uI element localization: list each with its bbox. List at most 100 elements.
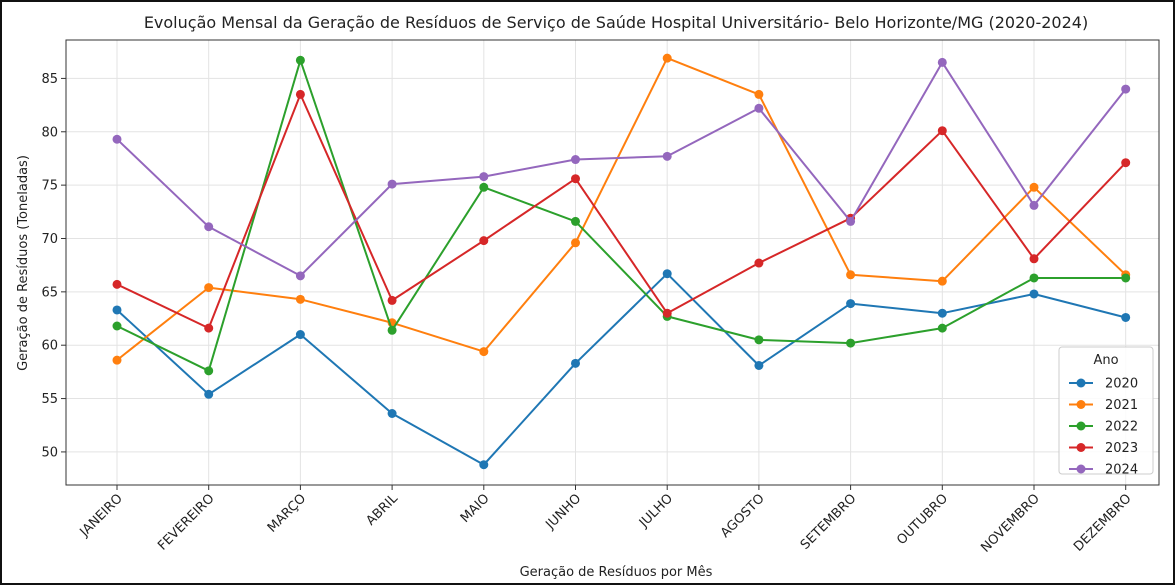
- data-point: [754, 335, 764, 345]
- data-point: [479, 347, 489, 357]
- x-tick-label: JULHO: [636, 491, 676, 531]
- data-point: [479, 236, 489, 246]
- data-point: [479, 460, 489, 470]
- data-point: [937, 308, 947, 318]
- legend-marker-2021: [1076, 400, 1086, 409]
- data-point: [662, 53, 672, 63]
- data-point: [846, 216, 856, 226]
- x-tick-label: MAIO: [458, 491, 493, 526]
- y-axis-ticks: 50 55 60 65 70 75 80 85: [41, 72, 66, 460]
- legend-label-2023: 2023: [1105, 441, 1138, 456]
- y-tick-label: 50: [41, 445, 58, 460]
- y-tick-label: 75: [41, 179, 58, 194]
- legend: Ano 2020 2021 2022 2023 2024: [1058, 346, 1154, 478]
- data-point: [112, 279, 122, 289]
- chart-title: Evolução Mensal da Geração de Resíduos d…: [144, 13, 1088, 32]
- data-point: [1029, 182, 1039, 192]
- data-point: [295, 330, 305, 340]
- data-point: [387, 325, 397, 335]
- data-point: [846, 270, 856, 280]
- series-line-2021: [116, 57, 1127, 361]
- data-point: [937, 276, 947, 286]
- series-2020: [112, 269, 1131, 470]
- x-tick-label: JUNHO: [543, 491, 585, 533]
- y-tick-label: 60: [41, 339, 58, 354]
- data-point: [1029, 200, 1039, 210]
- data-point: [571, 238, 580, 248]
- series-2024: [112, 57, 1131, 281]
- y-axis-label: Geração de Resíduos (Toneladas): [16, 155, 31, 371]
- data-point: [571, 216, 580, 226]
- data-point: [112, 305, 122, 315]
- legend-marker-2020: [1076, 378, 1086, 388]
- data-point: [1121, 312, 1131, 322]
- legend-marker-2024: [1076, 464, 1086, 474]
- data-point: [662, 269, 672, 279]
- data-point: [1121, 273, 1131, 283]
- y-tick-label: 55: [41, 392, 58, 407]
- x-tick-label: NOVEMBRO: [978, 491, 1043, 556]
- data-point: [1121, 158, 1131, 168]
- data-point: [295, 294, 305, 304]
- data-point: [1121, 84, 1131, 94]
- data-point: [846, 338, 856, 348]
- series-lines: [112, 53, 1131, 470]
- data-point: [1029, 273, 1039, 283]
- data-point: [204, 283, 214, 293]
- series-2022: [112, 55, 1131, 376]
- data-point: [204, 323, 214, 333]
- data-point: [112, 355, 122, 365]
- data-point: [754, 360, 764, 370]
- data-point: [204, 222, 214, 232]
- x-tick-label: ABRIL: [364, 491, 402, 529]
- data-point: [1029, 289, 1039, 299]
- data-point: [571, 155, 580, 165]
- x-axis-label: Geração de Resíduos por Mês: [520, 565, 713, 580]
- x-tick-label: MARÇO: [265, 491, 309, 535]
- data-point: [112, 134, 122, 144]
- x-tick-label: SETEMBRO: [798, 491, 860, 553]
- data-point: [387, 295, 397, 305]
- legend-label-2021: 2021: [1105, 398, 1138, 413]
- series-line-2024: [116, 61, 1127, 277]
- data-point: [754, 89, 764, 99]
- plot-area: [65, 39, 1160, 486]
- data-point: [937, 57, 947, 67]
- legend-title: Ano: [1093, 353, 1118, 368]
- legend-items: 2020 2021 2022 2023 2024: [1069, 377, 1138, 478]
- legend-marker-2023: [1076, 443, 1086, 452]
- series-line-2022: [116, 59, 1126, 372]
- x-tick-label: AGOSTO: [718, 491, 768, 541]
- data-point: [1029, 254, 1039, 264]
- x-tick-label: OUTUBRO: [894, 491, 951, 548]
- data-point: [937, 323, 947, 333]
- y-tick-label: 65: [41, 285, 58, 300]
- data-point: [662, 151, 672, 161]
- data-point: [571, 174, 580, 184]
- data-point: [571, 358, 580, 368]
- legend-box: [1058, 346, 1154, 475]
- data-point: [295, 271, 305, 281]
- grid: [66, 40, 1159, 485]
- data-point: [204, 389, 214, 399]
- y-tick-label: 80: [41, 125, 58, 140]
- data-point: [204, 366, 214, 376]
- y-tick-label: 70: [41, 232, 58, 247]
- x-tick-label: DEZEMBRO: [1071, 491, 1134, 554]
- data-point: [662, 308, 672, 318]
- series-2021: [112, 53, 1131, 365]
- data-point: [112, 321, 122, 331]
- data-point: [754, 258, 764, 268]
- legend-label-2020: 2020: [1105, 377, 1138, 392]
- x-tick-label: FEVEREIRO: [155, 491, 217, 553]
- data-point: [387, 409, 397, 419]
- series-line-2023: [116, 93, 1127, 330]
- data-point: [754, 103, 764, 113]
- legend-label-2022: 2022: [1105, 420, 1138, 435]
- data-point: [387, 179, 397, 189]
- series-line-2020: [116, 272, 1126, 466]
- x-axis-ticks: JANEIRO FEVEREIRO MARÇO ABRIL MAIO JUNHO JULHO…: [77, 485, 1135, 556]
- legend-marker-2022: [1076, 421, 1086, 431]
